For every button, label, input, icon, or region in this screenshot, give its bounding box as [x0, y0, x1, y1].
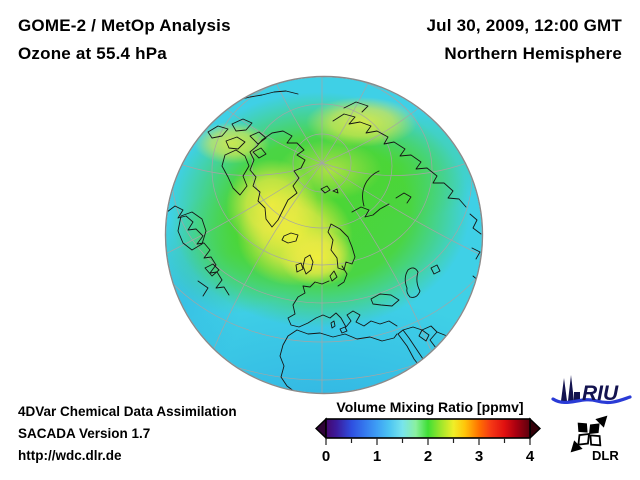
title-block: GOME-2 / MetOp Analysis Ozone at 55.4 hP…	[18, 12, 231, 68]
high-ozone-yellow-northsea	[280, 230, 356, 286]
dlr-logo-text: DLR	[592, 448, 619, 463]
colorbar-tick-1: 1	[373, 448, 381, 465]
dlr-logo: DLR	[570, 415, 619, 463]
timestamp-label: Jul 30, 2009, 12:00 GMT	[426, 16, 622, 35]
riu-logo: RIU	[551, 375, 632, 405]
rhine-wave-icon	[551, 395, 632, 405]
colorbar-underflow-arrow	[315, 417, 327, 440]
graticule	[166, 77, 482, 393]
figure-subtitle: Ozone at 55.4 hPa	[18, 44, 167, 63]
datetime-block: Jul 30, 2009, 12:00 GMT Northern Hemisph…	[427, 12, 622, 68]
assimilation-label: 4DVar Chemical Data Assimilation	[18, 404, 237, 419]
colorbar: 0 1 2 3 4	[315, 417, 542, 465]
colorbar-tick-3: 3	[475, 448, 483, 465]
credits-block: 4DVar Chemical Data Assimilation SACADA …	[18, 401, 237, 467]
coastlines	[166, 90, 482, 393]
cathedral-icon	[561, 375, 580, 401]
hemisphere-label: Northern Hemisphere	[444, 44, 622, 63]
colorbar-tick-0: 0	[322, 448, 330, 465]
figure-title: GOME-2 / MetOp Analysis	[18, 16, 231, 35]
colorbar-ticks	[325, 438, 531, 445]
globe-limb	[164, 75, 484, 395]
colorbar-tick-2: 2	[424, 448, 432, 465]
colorbar-title: Volume Mixing Ratio [ppmv]	[336, 399, 524, 415]
colorbar-gradient	[325, 418, 531, 439]
riu-logo-text: RIU	[582, 382, 619, 405]
colorbar-overflow-arrow	[529, 417, 542, 440]
wdc-url: http://wdc.dlr.de	[18, 448, 122, 463]
high-ozone-yellow-siberia	[306, 97, 418, 147]
dlr-arrow-icon	[570, 415, 608, 453]
version-label: SACADA Version 1.7	[18, 426, 151, 441]
colorbar-tick-4: 4	[526, 448, 535, 465]
